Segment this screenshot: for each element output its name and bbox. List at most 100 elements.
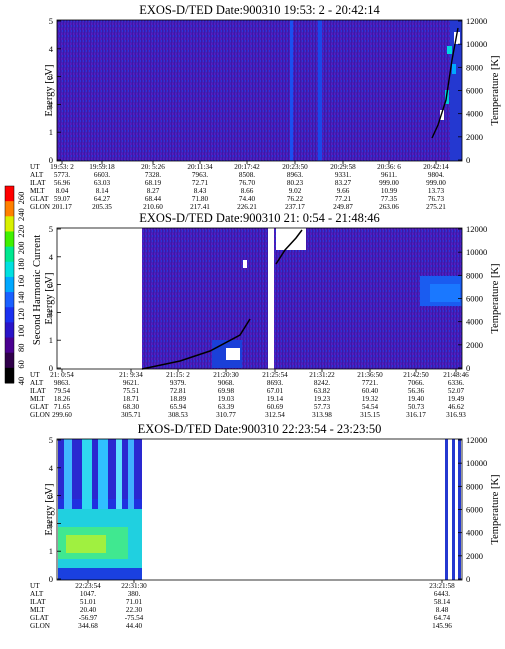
temperature-tick-label: 10000 — [466, 458, 487, 468]
ephemeris-value: 310.77 — [216, 411, 236, 419]
ephemeris-value: 308.53 — [168, 411, 188, 419]
spectrogram — [57, 439, 462, 580]
colorbar-swatch — [5, 261, 14, 278]
ephemeris-row-label: MLT — [30, 606, 45, 614]
energy-tick-label: 1 — [49, 335, 53, 345]
ephemeris-value: 57.73 — [314, 403, 331, 411]
temperature-axis-label: Temperature [K] — [490, 263, 501, 333]
energy-axis-label: Energy [eV] — [44, 484, 55, 536]
ephemeris-value: 63.82 — [314, 387, 331, 395]
ephemeris-value: 21: 9:34 — [119, 371, 143, 379]
ephemeris-value: 71.80 — [192, 195, 209, 203]
ephemeris-value: 10.99 — [381, 187, 398, 195]
ephemeris-value: 299.60 — [52, 411, 72, 419]
panel-2: EXOS-D/TED Date:900310 21: 0:54 - 21:48:… — [30, 211, 501, 419]
colorbar-tick-label: 60 — [16, 360, 26, 369]
energy-axis-label: Energy [eV] — [44, 65, 55, 117]
energy-axis-label: Energy [eV] — [44, 273, 55, 325]
ephemeris-value: 23:21:58 — [429, 582, 455, 590]
ephemeris-value: 58.14 — [434, 598, 451, 606]
spectrogram-cell — [243, 260, 247, 268]
ephemeris-value: 71.65 — [54, 403, 71, 411]
temperature-tick-label: 8000 — [466, 481, 483, 491]
temperature-tick-label: 0 — [466, 155, 470, 165]
ephemeris-value: 72.81 — [170, 387, 187, 395]
ephemeris-value: 19.40 — [408, 395, 425, 403]
colorbar-swatch — [5, 307, 14, 323]
temperature-tick-label: 12000 — [466, 435, 487, 445]
ephemeris-value: 54.54 — [362, 403, 379, 411]
ephemeris-row-label: GLON — [30, 411, 51, 419]
colorbar-tick-label: 200 — [16, 242, 26, 255]
ephemeris-row-label: GLAT — [30, 614, 49, 622]
ephemeris-row-label: ALT — [30, 379, 44, 387]
colorbar-swatch — [5, 246, 14, 263]
spectrogram-background — [57, 20, 462, 161]
ephemeris-value: 8.14 — [96, 187, 109, 195]
colorbar-swatch — [5, 292, 14, 308]
spectrogram-cell — [447, 46, 452, 54]
ephemeris-value: 60.69 — [267, 403, 284, 411]
energy-tick-label: 2 — [49, 99, 53, 109]
ephemeris-value: 8963. — [287, 171, 303, 179]
ephemeris-value: 7963. — [192, 171, 208, 179]
ephemeris-value: 68.19 — [145, 179, 162, 187]
colorbar-tick-label: 40 — [16, 377, 26, 386]
spectrogram-cell — [440, 110, 444, 120]
spectrogram-cell — [452, 64, 456, 74]
temperature-tick-label: 2000 — [466, 340, 483, 350]
ephemeris-value: 210.60 — [143, 203, 163, 211]
energy-tick-label: 1 — [49, 546, 53, 556]
ephemeris-value: 8693. — [267, 379, 283, 387]
colorbar-swatch — [5, 186, 14, 202]
ephemeris-value: -75.54 — [125, 614, 144, 622]
energy-tick-label: 2 — [49, 307, 53, 317]
spectrogram-cell — [66, 535, 106, 553]
temperature-axis-label: Temperature [K] — [490, 55, 501, 125]
ephemeris-value: 9804. — [428, 171, 444, 179]
ephemeris-value: 6603. — [94, 171, 110, 179]
temperature-tick-label: 10000 — [466, 247, 487, 257]
energy-tick-label: 4 — [49, 252, 54, 262]
ephemeris-row-label: ILAT — [30, 387, 46, 395]
colorbar-swatch — [5, 231, 14, 248]
ephemeris-value: 315.15 — [360, 411, 380, 419]
ephemeris-value: 71.01 — [126, 598, 143, 606]
ephemeris-value: 344.68 — [78, 622, 98, 630]
ephemeris-value: 275.21 — [426, 203, 446, 211]
colorbar-swatch — [5, 337, 14, 354]
colorbar-swatch — [5, 352, 14, 369]
temperature-tick-label: 6000 — [466, 505, 483, 515]
spectrogram — [57, 228, 462, 370]
ephemeris-value: 19.23 — [314, 395, 331, 403]
spectrogram-cell — [226, 348, 240, 360]
ephemeris-value: 21:48:46 — [443, 371, 469, 379]
ephemeris-value: 20:36: 6 — [377, 163, 401, 171]
temperature-tick-label: 10000 — [466, 39, 487, 49]
ephemeris-value: 9863. — [54, 379, 70, 387]
ephemeris-value: 5773. — [54, 171, 70, 179]
ephemeris-value: 69.98 — [218, 387, 235, 395]
temperature-tick-label: 12000 — [466, 16, 487, 26]
temperature-tick-label: 12000 — [466, 224, 487, 234]
ephemeris-value: 20.40 — [80, 606, 97, 614]
ephemeris-value: 19.14 — [267, 395, 284, 403]
ephemeris-value: 9611. — [381, 171, 397, 179]
ephemeris-value: -56.97 — [79, 614, 98, 622]
ephemeris-value: 77.21 — [335, 195, 352, 203]
ephemeris-value: 65.94 — [170, 403, 187, 411]
ephemeris-value: 18.26 — [54, 395, 71, 403]
ephemeris-value: 999.00 — [379, 179, 399, 187]
ephemeris-value: 9621. — [123, 379, 139, 387]
temperature-tick-label: 2000 — [466, 132, 483, 142]
ephemeris-row-label: UT — [30, 582, 40, 590]
ephemeris-value: 21:31:22 — [309, 371, 335, 379]
ephemeris-value: 68.30 — [123, 403, 140, 411]
temperature-tick-label: 4000 — [466, 109, 483, 119]
ephemeris-value: 8.48 — [436, 606, 449, 614]
ephemeris-value: 20:29:58 — [330, 163, 356, 171]
ephemeris-value: 226.21 — [237, 203, 257, 211]
temperature-tick-label: 8000 — [466, 62, 483, 72]
ephemeris-value: 9.02 — [289, 187, 302, 195]
spectrogram-cell — [318, 20, 322, 161]
